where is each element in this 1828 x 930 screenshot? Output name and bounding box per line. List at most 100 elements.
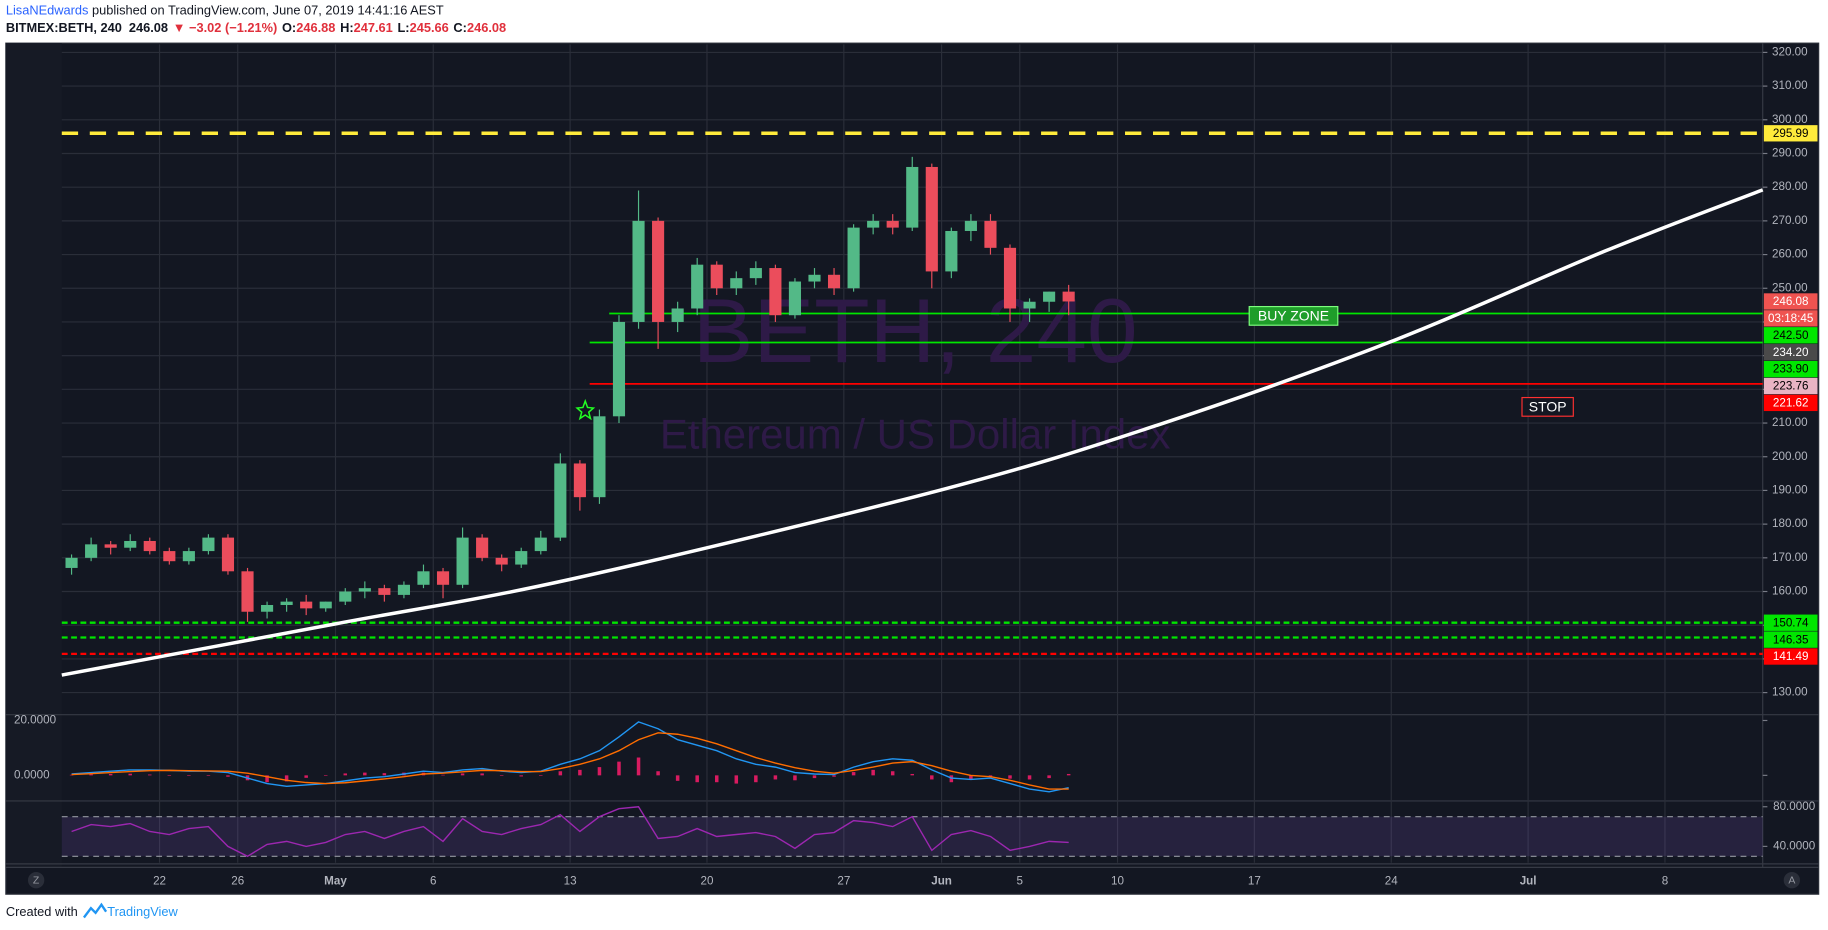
- y-tick-label: 290.00: [1772, 147, 1808, 160]
- change: ▼ −3.02 (−1.21%): [173, 21, 278, 36]
- histogram-bar: [617, 761, 621, 776]
- price-label: 234.20: [1773, 346, 1809, 359]
- candle-body: [906, 166, 919, 228]
- histogram-bar: [656, 771, 660, 776]
- author[interactable]: LisaNEdwards: [6, 3, 89, 18]
- candle-body: [378, 588, 391, 595]
- ohlc-label: H:: [340, 21, 354, 36]
- price-label-bg: [1763, 614, 1818, 631]
- y-tick-label: 260.00: [1772, 248, 1808, 261]
- candle-body: [691, 264, 704, 309]
- candle-body: [612, 321, 626, 417]
- x-tick-label: May: [324, 874, 347, 887]
- histogram-bar: [304, 775, 308, 778]
- candle-body: [261, 604, 274, 612]
- left-strip: [5, 43, 62, 868]
- candle-body: [593, 416, 606, 498]
- y-tick-label: 300.00: [1772, 113, 1808, 126]
- candle-body: [1062, 291, 1075, 302]
- y-tick-label: 250.00: [1772, 281, 1808, 294]
- price-label: 141.49: [1773, 650, 1809, 663]
- ohlc-value: 247.61: [354, 21, 393, 36]
- candle-body: [182, 551, 195, 562]
- candle-body: [730, 278, 743, 289]
- y-tick-label: 40.0000: [1773, 839, 1816, 852]
- candle-body: [104, 544, 117, 548]
- price-label: 233.90: [1773, 363, 1809, 376]
- control-button[interactable]: [27, 872, 45, 889]
- histogram-bar: [793, 775, 797, 781]
- histogram-bar: [1008, 775, 1012, 779]
- watermark-description: Ethereum / US Dollar Index: [660, 410, 1171, 457]
- x-tick-label: 8: [1662, 874, 1668, 887]
- x-tick-label: 27: [837, 874, 850, 887]
- y-tick-label: 130.00: [1772, 686, 1808, 699]
- histogram-bar: [343, 773, 348, 776]
- price-label-bg: [1763, 631, 1818, 648]
- footer-brand[interactable]: TradingView: [107, 904, 178, 919]
- histogram-bar: [441, 774, 445, 776]
- price-label: 295.99: [1773, 127, 1809, 140]
- chart-layer: 2226May6132027Jun5101724Jul8130.00140.00…: [5, 43, 1819, 887]
- price-label: 146.35: [1773, 633, 1809, 646]
- candle-body: [397, 584, 410, 595]
- price-label: 150.74: [1773, 616, 1809, 629]
- candle-body: [867, 220, 880, 228]
- candle-body: [984, 220, 997, 248]
- ohlc-value: 246.08: [467, 21, 506, 36]
- candle-body: [143, 540, 156, 552]
- histogram-bar: [148, 774, 152, 776]
- candle-body: [339, 591, 352, 602]
- candle-body: [1023, 301, 1036, 309]
- histogram-bar: [167, 775, 172, 776]
- x-tick-label: 17: [1248, 874, 1261, 887]
- histogram-bar: [519, 775, 523, 777]
- footer-created: Created with: [6, 904, 78, 919]
- histogram-bar: [1027, 775, 1032, 780]
- price-label: 242.50: [1773, 329, 1809, 342]
- price-label-bg: [1763, 310, 1818, 327]
- candle-body: [808, 274, 821, 282]
- macd-line: [71, 721, 1069, 793]
- candle-body: [1043, 291, 1056, 302]
- candle-body: [495, 557, 508, 565]
- histogram-bar: [108, 773, 113, 776]
- candle-body: [280, 601, 293, 605]
- brand-logo: [83, 902, 108, 919]
- ohlc-label: O:: [282, 21, 296, 36]
- y-tick-label: 80.0000: [1773, 800, 1816, 813]
- histogram-bar: [1047, 775, 1051, 779]
- candle-body: [710, 264, 723, 289]
- x-tick-label: 24: [1385, 874, 1398, 887]
- candle-body: [554, 463, 567, 538]
- histogram-bar: [969, 775, 973, 780]
- histogram-bar: [675, 775, 680, 781]
- x-tick-label: 13: [564, 874, 577, 887]
- histogram-bar: [930, 775, 934, 780]
- candle-body: [515, 551, 528, 565]
- histogram-bar: [910, 773, 914, 776]
- histogram-bar: [812, 775, 817, 779]
- price-label: 03:18:45: [1768, 312, 1813, 325]
- candle-body: [749, 268, 762, 279]
- candle-body: [964, 220, 977, 231]
- candle-body: [417, 571, 430, 585]
- price-label-bg: [1763, 394, 1818, 412]
- y-tick-label: 200.00: [1772, 450, 1808, 463]
- price-label: 221.62: [1773, 397, 1809, 410]
- candle-body: [476, 537, 489, 558]
- x-tick-label: Jul: [1520, 874, 1537, 887]
- control-button[interactable]: [1783, 872, 1801, 889]
- candle-body: [573, 463, 586, 498]
- histogram-bar: [1066, 773, 1071, 776]
- candle-body: [827, 274, 841, 289]
- ohlc-value: 246.88: [296, 21, 335, 36]
- price-label-bg: [1763, 293, 1818, 310]
- candle-body: [534, 537, 547, 552]
- price-label: 223.76: [1773, 380, 1809, 393]
- histogram-bar: [871, 769, 875, 776]
- candle-body: [221, 537, 235, 572]
- histogram-bar: [539, 775, 543, 776]
- histogram-bar: [754, 775, 758, 783]
